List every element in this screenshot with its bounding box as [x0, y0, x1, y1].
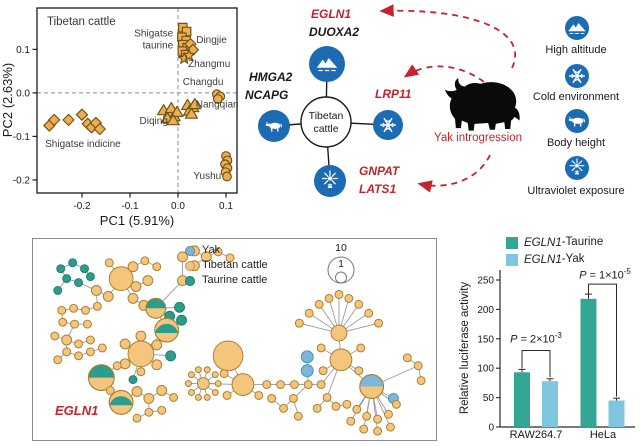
env-label-body: Body height — [546, 137, 606, 149]
category-hela: HeLa — [589, 429, 617, 441]
legend-item-yak: Yak — [185, 243, 268, 258]
node-size-legend: 10 1 — [327, 242, 355, 284]
significance-bracket — [588, 283, 617, 397]
svg-text:0.0: 0.0 — [16, 88, 30, 99]
svg-text:-0.2: -0.2 — [13, 175, 31, 186]
gene-lats1: LATS1 — [359, 182, 397, 196]
gene-network-diagram: Tibetan cattle — [258, 46, 403, 197]
pca-cluster-label: Zhangmu — [188, 59, 230, 70]
pca-xlabel: PC1 (5.91%) — [100, 213, 174, 228]
svg-text:250: 250 — [477, 276, 494, 287]
yak-introgression-label: Yak introgression — [434, 132, 522, 144]
tibetan-legend-dot — [185, 260, 195, 271]
cold-environment-badge — [565, 64, 589, 88]
uv-node — [314, 165, 346, 197]
yak-silhouette-icon — [444, 77, 520, 131]
gene-gnpat: GNPAT — [359, 164, 400, 178]
haplotype-panel — [32, 238, 437, 441]
pca-title: Tibetan cattle — [47, 16, 116, 28]
pca-scatter-plot: Tibetan cattle PC1 (5.91%) PC2 (2.63%) -… — [0, 7, 239, 228]
svg-text:0: 0 — [488, 423, 494, 434]
size-legend-small-circle — [335, 271, 347, 284]
legend-item-taurine-allele: EGLN1 -Taurine — [506, 236, 603, 249]
pca-cluster-label: Yushu — [193, 171, 221, 182]
pca-cluster-label: Diqing — [140, 116, 168, 127]
pvalue-hela: P = 1×10-5 — [579, 267, 631, 282]
legend-suffix-0: -Taurine — [561, 236, 604, 248]
svg-text:-0.1: -0.1 — [121, 201, 139, 212]
svg-text:150: 150 — [477, 334, 494, 345]
category-raw264: RAW264.7 — [509, 429, 563, 441]
yak-legend-label: Yak — [202, 244, 221, 257]
pca-cluster-label: Nangqian — [196, 100, 239, 111]
tibetan-legend-label: Tibetan cattle — [202, 259, 268, 272]
pca-axes: -0.2 -0.1 0.0 0.1 0.1 0.0 -0.1 -0.2 — [13, 7, 238, 212]
pca-ylabel: PC2 (2.63%) — [0, 63, 15, 137]
center-node — [300, 96, 352, 148]
gene-lrp11: LRP11 — [375, 87, 412, 101]
haplotype-legend: Yak Tibetan cattle Taurine cattle — [185, 243, 268, 288]
env-label-altitude: High altitude — [545, 44, 607, 56]
legend-gene-1: EGLN1 — [524, 253, 562, 266]
svg-text:200: 200 — [477, 305, 494, 316]
gene-ncapg: NCAPG — [245, 88, 289, 102]
uv-exposure-badge — [565, 156, 589, 180]
env-label-uv: Ultraviolet exposure — [527, 185, 625, 197]
size-legend-big-value: 10 — [335, 242, 347, 254]
significance-bracket — [521, 350, 551, 378]
taurine-legend-label: Taurine cattle — [202, 274, 268, 287]
legend-suffix-1: -Yak — [561, 253, 585, 265]
size-legend-small-value: 1 — [338, 259, 344, 270]
svg-text:-0.1: -0.1 — [13, 132, 31, 143]
center-node-line2: cattle — [313, 123, 338, 135]
pca-cluster-label: Shigatse taurine — [134, 29, 173, 52]
gene-duoxa2: DUOXA2 — [309, 25, 360, 39]
taurine-legend-dot — [185, 275, 195, 286]
svg-text:100: 100 — [477, 364, 494, 375]
pca-cluster-label: Changdu — [183, 77, 224, 88]
gene-egln1: EGLN1 — [311, 7, 352, 21]
svg-text:-0.2: -0.2 — [73, 201, 91, 212]
legend-item-taurine: Taurine cattle — [185, 273, 268, 288]
luciferase-bars — [514, 293, 625, 427]
pvalue-raw: P = 2×10-3 — [510, 331, 562, 346]
legend-item-tibetan: Tibetan cattle — [185, 258, 268, 273]
high-altitude-badge — [565, 16, 589, 40]
luciferase-bar-chart: Relative luciferase activity 0 50 100 150 20… — [459, 270, 635, 434]
body-height-badge — [565, 109, 589, 133]
legend-gene-0: EGLN1 — [524, 236, 562, 249]
taurine-allele-swatch — [506, 236, 518, 249]
arrow-to-egln1 — [379, 4, 516, 69]
pca-cluster-label: Dingjie — [196, 35, 227, 46]
svg-text:0.1: 0.1 — [16, 45, 30, 56]
svg-text:0.0: 0.0 — [171, 201, 185, 212]
svg-text:50: 50 — [483, 393, 495, 404]
luciferase-ylabel: Relative luciferase activity — [459, 282, 471, 415]
yak-allele-swatch — [506, 253, 518, 266]
pca-cluster-label: Shigatse indicine — [45, 139, 121, 150]
gene-hmga2: HMGA2 — [249, 70, 293, 84]
haplotype-gene-label: EGLN1 — [55, 403, 99, 418]
center-node-line1: Tibetan — [309, 110, 344, 122]
svg-text:0.1: 0.1 — [219, 201, 233, 212]
yak-legend-dot — [185, 245, 195, 256]
arrow-to-gnpat — [417, 154, 491, 193]
env-label-cold: Cold environment — [532, 91, 620, 103]
pca-points — [43, 22, 233, 182]
legend-item-yak-allele: EGLN1 -Yak — [506, 253, 585, 266]
